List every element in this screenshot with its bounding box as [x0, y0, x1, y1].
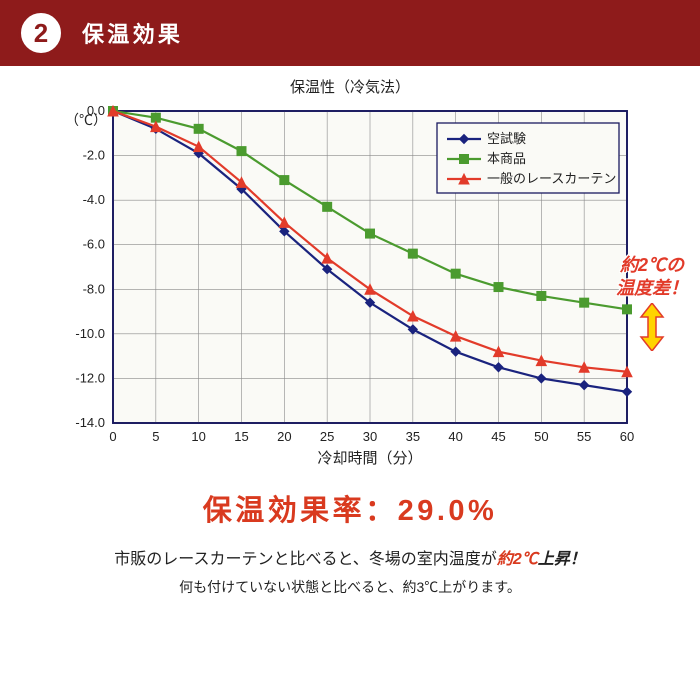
svg-text:-10.0: -10.0: [75, 326, 105, 341]
section-header: 2 保温効果: [0, 0, 700, 66]
description-line2: 何も付けていない状態と比べると、約3℃上がります。: [0, 577, 700, 597]
temperature-callout: 約2℃の 温度差！: [600, 254, 700, 356]
double-arrow-icon: [639, 303, 665, 351]
svg-text:50: 50: [534, 429, 548, 444]
chart-title: 保温性（冷気法）: [12, 76, 688, 97]
svg-text:20: 20: [277, 429, 291, 444]
svg-text:空試験: 空試験: [487, 131, 526, 146]
badge-number: 2: [34, 18, 48, 49]
svg-text:本商品: 本商品: [487, 151, 526, 166]
rate-text: 保温効果率：29.0%: [0, 487, 700, 529]
svg-text:（℃）: （℃）: [65, 112, 107, 128]
chart-area: 0510152025303540455055600.0-2.0-4.0-6.0-…: [55, 103, 645, 473]
svg-text:5: 5: [152, 429, 159, 444]
callout-line1: 約2℃の: [600, 254, 700, 277]
desc1-post: 上昇！: [538, 551, 586, 568]
svg-text:35: 35: [406, 429, 420, 444]
description-line1: 市販のレースカーテンと比べると、冬場の室内温度が約2℃上昇！: [0, 545, 700, 569]
section-badge: 2: [18, 10, 64, 56]
svg-text:冷却時間（分）: 冷却時間（分）: [317, 450, 422, 467]
svg-text:30: 30: [363, 429, 377, 444]
svg-text:0: 0: [109, 429, 116, 444]
section-title: 保温効果: [82, 17, 183, 49]
svg-text:一般のレースカーテン: 一般のレースカーテン: [487, 171, 616, 186]
desc1-em: 約2℃: [497, 551, 538, 568]
callout-line2: 温度差！: [600, 277, 700, 300]
chart-container: 保温性（冷気法） 0510152025303540455055600.0-2.0…: [0, 66, 700, 473]
svg-text:10: 10: [191, 429, 205, 444]
svg-text:60: 60: [620, 429, 634, 444]
svg-text:55: 55: [577, 429, 591, 444]
svg-text:45: 45: [491, 429, 505, 444]
svg-text:-4.0: -4.0: [83, 192, 105, 207]
svg-text:-2.0: -2.0: [83, 148, 105, 163]
svg-text:-12.0: -12.0: [75, 370, 105, 385]
svg-text:-14.0: -14.0: [75, 415, 105, 430]
svg-text:15: 15: [234, 429, 248, 444]
svg-text:40: 40: [448, 429, 462, 444]
svg-text:-6.0: -6.0: [83, 237, 105, 252]
svg-text:-8.0: -8.0: [83, 281, 105, 296]
svg-text:25: 25: [320, 429, 334, 444]
desc1-pre: 市販のレースカーテンと比べると、冬場の室内温度が: [114, 551, 497, 568]
line-chart: 0510152025303540455055600.0-2.0-4.0-6.0-…: [55, 103, 645, 473]
